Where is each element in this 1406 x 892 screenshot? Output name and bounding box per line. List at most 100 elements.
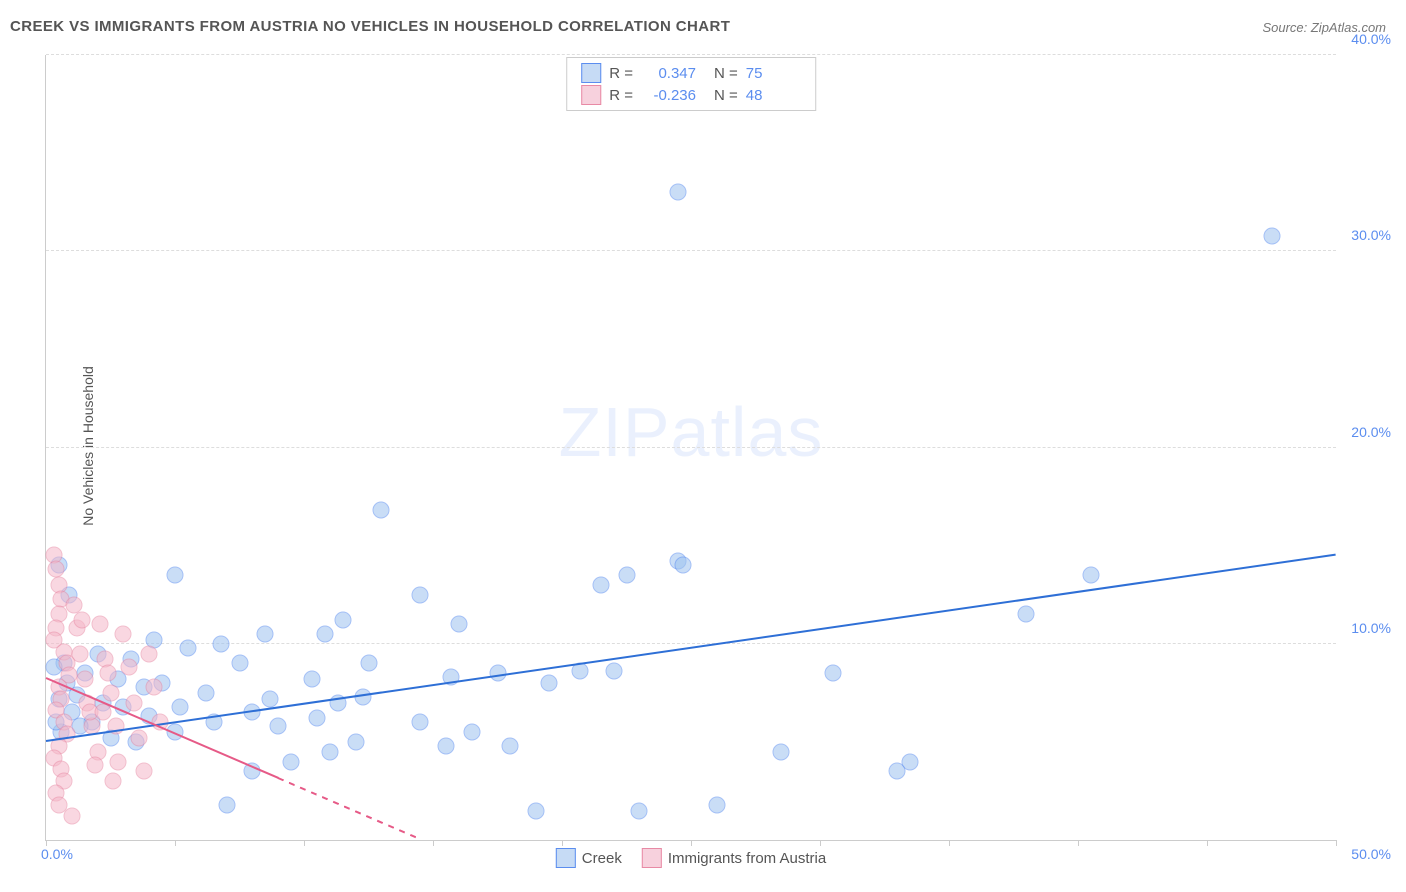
data-point (110, 753, 127, 770)
data-point (76, 671, 93, 688)
legend-item: Creek (556, 848, 622, 868)
data-point (99, 665, 116, 682)
legend-n-value: 48 (746, 87, 801, 104)
legend-correlation: R = 0.347 N = 75 R = -0.236 N = 48 (566, 57, 816, 111)
data-point (262, 690, 279, 707)
data-point (316, 625, 333, 642)
chart-title: CREEK VS IMMIGRANTS FROM AUSTRIA NO VEHI… (10, 18, 730, 35)
data-point (373, 502, 390, 519)
x-tick (691, 840, 692, 846)
gridline (46, 250, 1336, 251)
data-point (631, 802, 648, 819)
data-point (141, 645, 158, 662)
trend-line (46, 553, 1336, 741)
data-point (87, 757, 104, 774)
data-point (1018, 606, 1035, 623)
y-tick-label: 10.0% (1351, 620, 1391, 636)
data-point (74, 612, 91, 629)
data-point (463, 724, 480, 741)
data-point (257, 625, 274, 642)
data-point (92, 616, 109, 633)
data-point (115, 625, 132, 642)
x-tick (433, 840, 434, 846)
x-tick (304, 840, 305, 846)
data-point (321, 743, 338, 760)
x-tick (820, 840, 821, 846)
data-point (605, 663, 622, 680)
data-point (670, 184, 687, 201)
data-point (303, 671, 320, 688)
legend-swatch (556, 848, 576, 868)
y-tick-label: 40.0% (1351, 31, 1391, 47)
watermark: ZIPatlas (559, 392, 824, 472)
data-point (231, 655, 248, 672)
data-point (136, 763, 153, 780)
legend-r-label: R = (609, 65, 633, 82)
data-point (197, 684, 214, 701)
legend-n-label: N = (714, 65, 738, 82)
x-tick (1078, 840, 1079, 846)
data-point (66, 596, 83, 613)
x-tick-label: 50.0% (1351, 846, 1391, 862)
legend-n-label: N = (714, 87, 738, 104)
data-point (347, 733, 364, 750)
y-tick-label: 30.0% (1351, 227, 1391, 243)
legend-swatch (642, 848, 662, 868)
data-point (1263, 227, 1280, 244)
data-point (412, 714, 429, 731)
data-point (502, 737, 519, 754)
legend-r-value: -0.236 (641, 87, 696, 104)
gridline (46, 447, 1336, 448)
data-point (541, 675, 558, 692)
data-point (172, 698, 189, 715)
gridline (46, 643, 1336, 644)
data-point (105, 773, 122, 790)
y-tick-label: 20.0% (1351, 424, 1391, 440)
data-point (48, 561, 65, 578)
data-point (708, 796, 725, 813)
data-point (889, 763, 906, 780)
legend-swatch (581, 63, 601, 83)
x-tick-label: 0.0% (41, 846, 73, 862)
legend-row: R = -0.236 N = 48 (581, 84, 801, 106)
legend-swatch (581, 85, 601, 105)
data-point (334, 612, 351, 629)
x-tick (1336, 840, 1337, 846)
plot-area: ZIPatlas R =0.347N =75R =-0.236N =48 Cre… (45, 55, 1336, 841)
data-point (412, 586, 429, 603)
x-tick (175, 840, 176, 846)
legend-label: Creek (582, 850, 622, 867)
data-point (618, 567, 635, 584)
legend-n-value: 75 (746, 65, 801, 82)
data-point (773, 743, 790, 760)
legend-row: R = 0.347 N = 75 (581, 62, 801, 84)
data-point (130, 729, 147, 746)
data-point (360, 655, 377, 672)
gridline (46, 54, 1336, 55)
data-point (592, 576, 609, 593)
legend-r-label: R = (609, 87, 633, 104)
data-point (218, 796, 235, 813)
data-point (283, 753, 300, 770)
data-point (308, 710, 325, 727)
data-point (437, 737, 454, 754)
data-point (213, 635, 230, 652)
data-point (450, 616, 467, 633)
data-point (120, 659, 137, 676)
data-point (167, 567, 184, 584)
data-point (824, 665, 841, 682)
data-point (675, 557, 692, 574)
data-point (146, 678, 163, 695)
data-point (125, 694, 142, 711)
legend-series: Creek Immigrants from Austria (556, 848, 826, 868)
data-point (63, 808, 80, 825)
legend-r-value: 0.347 (641, 65, 696, 82)
data-point (270, 718, 287, 735)
data-point (179, 639, 196, 656)
data-point (528, 802, 545, 819)
data-point (1082, 567, 1099, 584)
data-point (71, 645, 88, 662)
legend-label: Immigrants from Austria (668, 850, 826, 867)
x-tick (949, 840, 950, 846)
x-tick (1207, 840, 1208, 846)
